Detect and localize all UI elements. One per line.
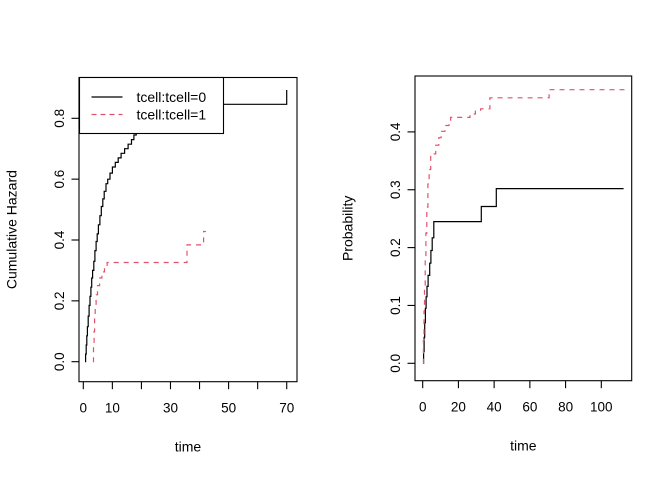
- x-tick-label: 100: [590, 400, 613, 415]
- plot-border: [414, 75, 633, 382]
- x-tick-label: 10: [105, 401, 120, 416]
- x-tick-label: 30: [163, 401, 178, 416]
- legend-box: [78, 76, 225, 135]
- x-tick-label: 20: [451, 400, 466, 415]
- series-line-tcell0: [423, 188, 624, 364]
- y-tick-label: 0.4: [52, 230, 67, 249]
- y-axis-title: Probability: [340, 196, 356, 261]
- y-tick-label: 0.2: [388, 238, 403, 257]
- legend-entry-label: tcell:tcell=0: [137, 89, 207, 105]
- series-line-tcell0: [85, 90, 288, 363]
- y-tick-label: 0.6: [52, 170, 67, 189]
- y-tick-label: 0.8: [52, 109, 67, 128]
- x-tick-label: 80: [558, 400, 573, 415]
- x-tick-label: 0: [419, 400, 427, 415]
- x-tick-label: 40: [487, 400, 502, 415]
- y-tick-label: 0.3: [388, 180, 403, 199]
- y-tick-label: 0.4: [388, 122, 403, 141]
- cumulative-hazard-plot: 0 10 30 50 70 0.0 0.2 0.4 0.6 0.8 time Cumulative H…: [4, 76, 298, 455]
- probability-plot: 0 20 40 60 80 100 0.0 0.1 0.2 0.3 0.4 time Probabili…: [340, 75, 633, 454]
- x-tick-label: 50: [221, 401, 236, 416]
- x-tick-label: 70: [279, 401, 294, 416]
- legend-entry-label: tcell:tcell=1: [137, 107, 207, 123]
- y-tick-label: 0.0: [388, 354, 403, 373]
- series-line-tcell1: [422, 89, 625, 364]
- y-tick-label: 0.0: [52, 352, 67, 371]
- x-axis-title: time: [175, 439, 202, 455]
- y-tick-label: 0.2: [52, 291, 67, 310]
- x-tick-label: 60: [522, 400, 537, 415]
- y-axis-title: Cumulative Hazard: [4, 170, 20, 289]
- series-line-tcell1: [92, 230, 206, 363]
- x-tick-label: 0: [80, 401, 88, 416]
- y-tick-label: 0.1: [388, 296, 403, 315]
- x-axis-title: time: [510, 438, 537, 454]
